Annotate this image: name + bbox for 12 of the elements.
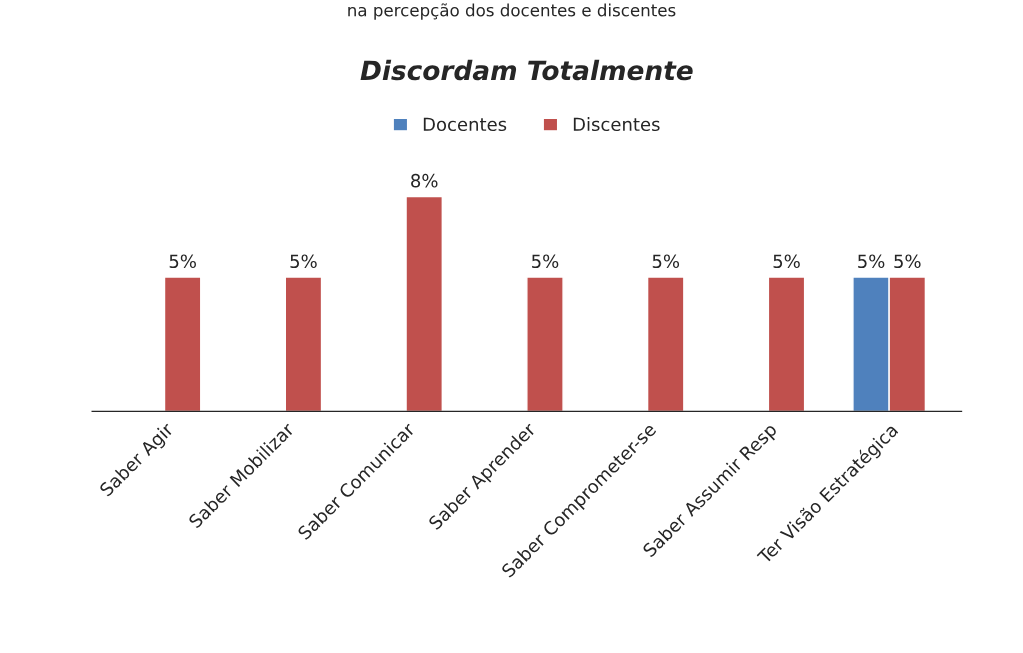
data-label: 5%	[652, 254, 680, 269]
data-label: 5%	[532, 254, 559, 269]
data-label: 5%	[858, 254, 885, 269]
legend-label: Docentes	[423, 117, 507, 132]
data-label: 5%	[290, 254, 317, 269]
text: na percepção dos docentes e discentes	[348, 3, 676, 20]
data-label: 8%	[411, 173, 438, 188]
data-label: 5%	[773, 254, 800, 269]
legend-label: Discentes	[573, 117, 660, 132]
chart-title: Discordam Totalmente	[360, 59, 693, 81]
data-label: 5%	[169, 254, 196, 269]
data-label: 5%	[894, 254, 921, 269]
